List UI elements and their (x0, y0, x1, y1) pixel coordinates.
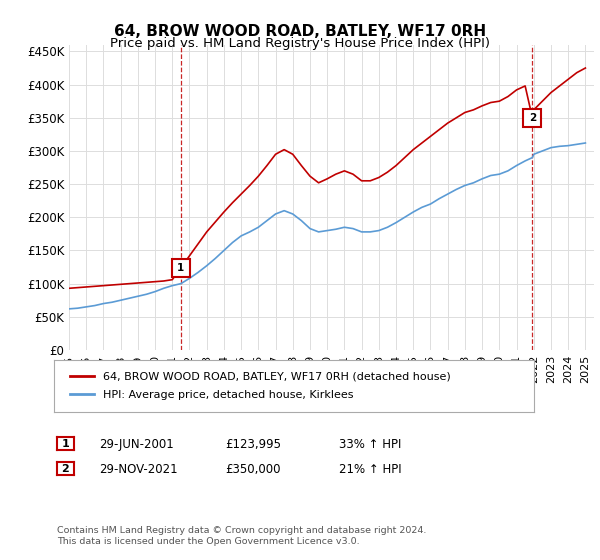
Text: 1: 1 (177, 263, 185, 273)
Text: 33% ↑ HPI: 33% ↑ HPI (339, 437, 401, 451)
Text: 29-JUN-2001: 29-JUN-2001 (99, 437, 174, 451)
Text: 21% ↑ HPI: 21% ↑ HPI (339, 463, 401, 476)
Text: £350,000: £350,000 (225, 463, 281, 476)
Text: 2: 2 (62, 464, 69, 474)
Text: 64, BROW WOOD ROAD, BATLEY, WF17 0RH: 64, BROW WOOD ROAD, BATLEY, WF17 0RH (114, 24, 486, 39)
Text: 2: 2 (529, 113, 536, 123)
Text: Contains HM Land Registry data © Crown copyright and database right 2024.
This d: Contains HM Land Registry data © Crown c… (57, 526, 427, 546)
Text: 29-NOV-2021: 29-NOV-2021 (99, 463, 178, 476)
Text: 1: 1 (62, 438, 69, 449)
Legend: 64, BROW WOOD ROAD, BATLEY, WF17 0RH (detached house), HPI: Average price, detac: 64, BROW WOOD ROAD, BATLEY, WF17 0RH (de… (64, 366, 457, 405)
Text: £123,995: £123,995 (225, 437, 281, 451)
Text: Price paid vs. HM Land Registry's House Price Index (HPI): Price paid vs. HM Land Registry's House … (110, 37, 490, 50)
